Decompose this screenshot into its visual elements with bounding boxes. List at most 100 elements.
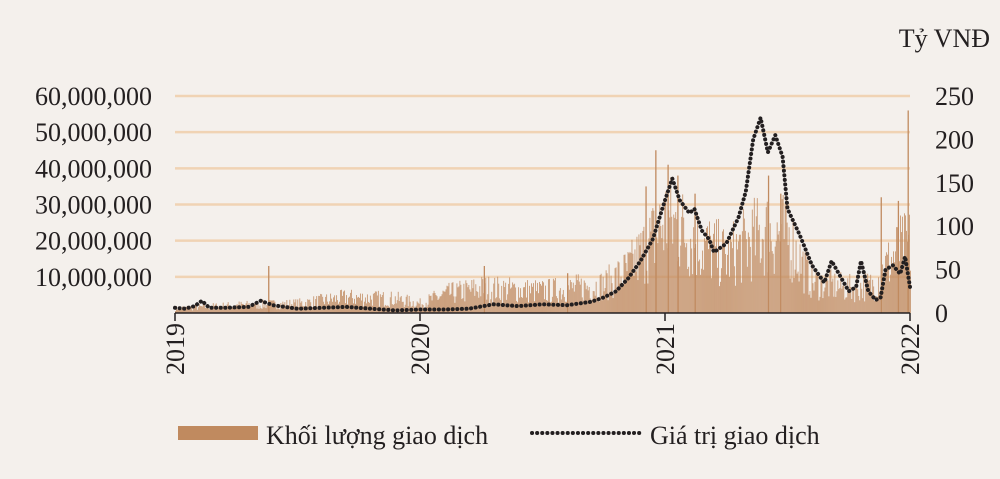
volume-bar (803, 293, 805, 313)
volume-bar (818, 300, 820, 313)
volume-bar (358, 296, 359, 313)
volume-bar (849, 273, 851, 313)
volume-bar (201, 306, 203, 313)
volume-bar (221, 308, 223, 313)
volume-bar (445, 289, 447, 313)
volume-bar (177, 309, 179, 313)
volume-bar (354, 298, 355, 313)
volume-bar (623, 254, 625, 313)
volume-bar (453, 296, 455, 313)
volume-bar (784, 205, 786, 313)
volume-bar (278, 308, 280, 313)
volume-bar (249, 307, 251, 313)
volume-bar (434, 293, 436, 313)
volume-bar (717, 267, 718, 313)
volume-bar (732, 221, 734, 313)
right-tick-label: 0 (935, 299, 948, 328)
volume-bar (857, 289, 859, 313)
volume-bar (606, 273, 608, 313)
volume-bar (253, 305, 255, 313)
volume-bar (377, 290, 379, 313)
volume-bar (520, 288, 522, 313)
volume-bar (382, 292, 384, 313)
volume-bar (481, 276, 483, 313)
volume-bar (674, 217, 676, 313)
volume-bar (730, 241, 732, 313)
volume-bar (712, 241, 713, 313)
volume-bar (209, 308, 211, 313)
volume-bar (464, 301, 466, 313)
volume-bar (465, 280, 467, 313)
volume-bar (514, 283, 516, 313)
volume-bar (220, 306, 222, 313)
volume-bar (740, 282, 742, 313)
volume-bar (864, 301, 866, 313)
volume-bar (781, 199, 783, 313)
volume-bar (676, 219, 678, 313)
volume-bar (456, 283, 458, 313)
volume-bar (285, 306, 287, 313)
volume-bar (502, 302, 504, 313)
volume-bar (570, 282, 572, 313)
volume-bar (632, 253, 634, 313)
volume-bar (267, 303, 269, 313)
volume-bar (812, 283, 814, 313)
volume-bar (385, 305, 387, 313)
volume-bar (582, 300, 584, 313)
volume-bar (805, 250, 807, 313)
volume-bar (443, 291, 445, 313)
volume-bar (819, 296, 821, 313)
volume-bar (715, 246, 716, 313)
volume-bar (321, 294, 323, 313)
volume-bar (763, 275, 765, 313)
volume-bar (442, 290, 444, 313)
volume-bar (203, 304, 205, 313)
volume-bar (858, 295, 860, 313)
volume-bar (341, 289, 342, 313)
volume-bar (577, 274, 579, 313)
volume-bar (757, 230, 759, 313)
volume-bar (710, 235, 711, 313)
volume-bar (758, 224, 760, 313)
volume-bar (627, 252, 629, 313)
volume-bar (862, 298, 864, 313)
volume-bar (237, 307, 239, 313)
volume-bar (662, 224, 664, 313)
volume-bar (589, 298, 591, 313)
volume-bar (884, 282, 886, 313)
volume-bar (670, 177, 672, 313)
volume-bar (868, 280, 870, 313)
volume-bar (194, 304, 196, 313)
volume-bar (402, 301, 404, 313)
volume-bar (770, 241, 772, 313)
volume-bar (586, 285, 588, 313)
volume-bar (205, 308, 207, 313)
volume-bar (211, 308, 213, 313)
volume-bar (776, 222, 778, 313)
volume-bar (773, 273, 775, 313)
volume-bar (678, 256, 680, 313)
volume-bar (824, 287, 826, 313)
volume-bar (505, 282, 507, 313)
volume-bar (681, 216, 683, 313)
volume-bar (839, 287, 841, 313)
volume-bar (494, 277, 496, 313)
volume-bar (356, 295, 357, 313)
volume-bar (831, 281, 833, 313)
volume-bar (458, 286, 460, 313)
volume-bar (348, 297, 349, 313)
volume-bar (637, 280, 639, 313)
volume-bar (823, 291, 825, 313)
volume-bar (795, 240, 797, 313)
left-axis: 10,000,000 20,000,000 30,000,000 40,000,000… (35, 82, 152, 292)
volume-bar (440, 296, 442, 313)
volume-bars (175, 110, 911, 313)
volume-bar (722, 231, 723, 313)
volume-bar (828, 296, 830, 313)
volume-bar (504, 287, 506, 313)
volume-bar (865, 273, 867, 313)
volume-bar (665, 191, 667, 313)
volume-bar (396, 300, 398, 313)
volume-bar (372, 293, 374, 313)
volume-bar (643, 226, 645, 313)
